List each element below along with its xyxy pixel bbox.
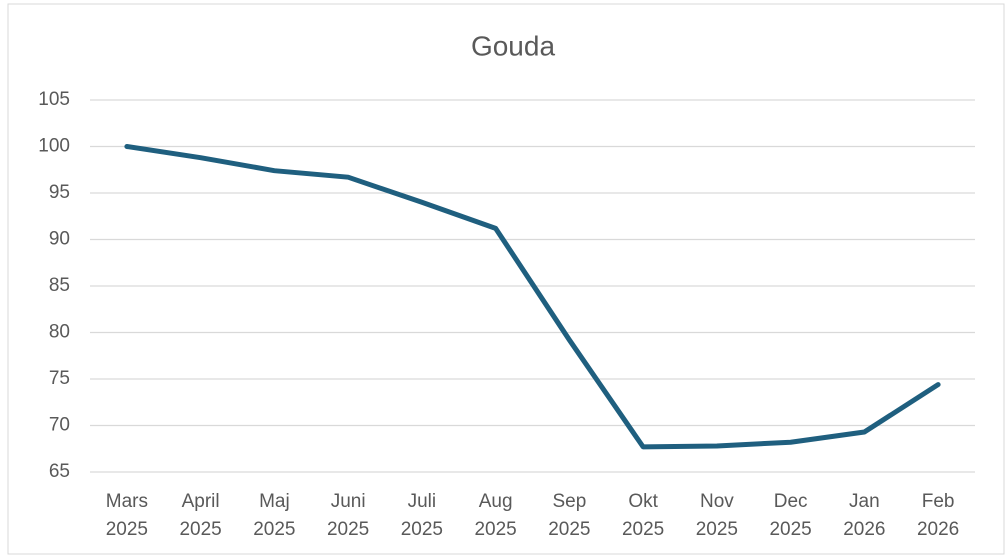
y-tick-label: 85 — [49, 275, 70, 296]
chart-title: Gouda — [471, 30, 555, 61]
y-tick-label: 65 — [49, 461, 70, 482]
x-tick-label: Juni 2025 — [327, 491, 369, 540]
y-tick-label: 70 — [49, 415, 70, 436]
x-tick-label: Okt 2025 — [622, 491, 664, 540]
y-tick-label: 100 — [38, 136, 70, 157]
x-tick-label: Juli 2025 — [401, 491, 443, 540]
x-tick-label: Maj 2025 — [253, 491, 295, 540]
x-tick-label: Mars 2025 — [106, 491, 148, 540]
x-tick-label: Dec 2025 — [769, 491, 811, 540]
x-tick-label: April 2025 — [179, 491, 221, 540]
chart-border — [7, 3, 1005, 555]
x-tick-label: Aug 2025 — [474, 491, 516, 540]
x-tick-label: Nov 2025 — [696, 491, 738, 540]
x-tick-label: Sep 2025 — [548, 491, 590, 540]
y-tick-label: 80 — [49, 322, 70, 343]
x-tick-label: Jan 2026 — [843, 491, 885, 540]
line-series — [124, 144, 941, 450]
y-tick-label: 95 — [49, 182, 70, 203]
y-tick-label: 105 — [38, 89, 70, 110]
x-tick-label: Feb 2026 — [917, 491, 959, 540]
y-tick-label: 75 — [49, 368, 70, 389]
y-tick-label: 90 — [49, 229, 70, 250]
